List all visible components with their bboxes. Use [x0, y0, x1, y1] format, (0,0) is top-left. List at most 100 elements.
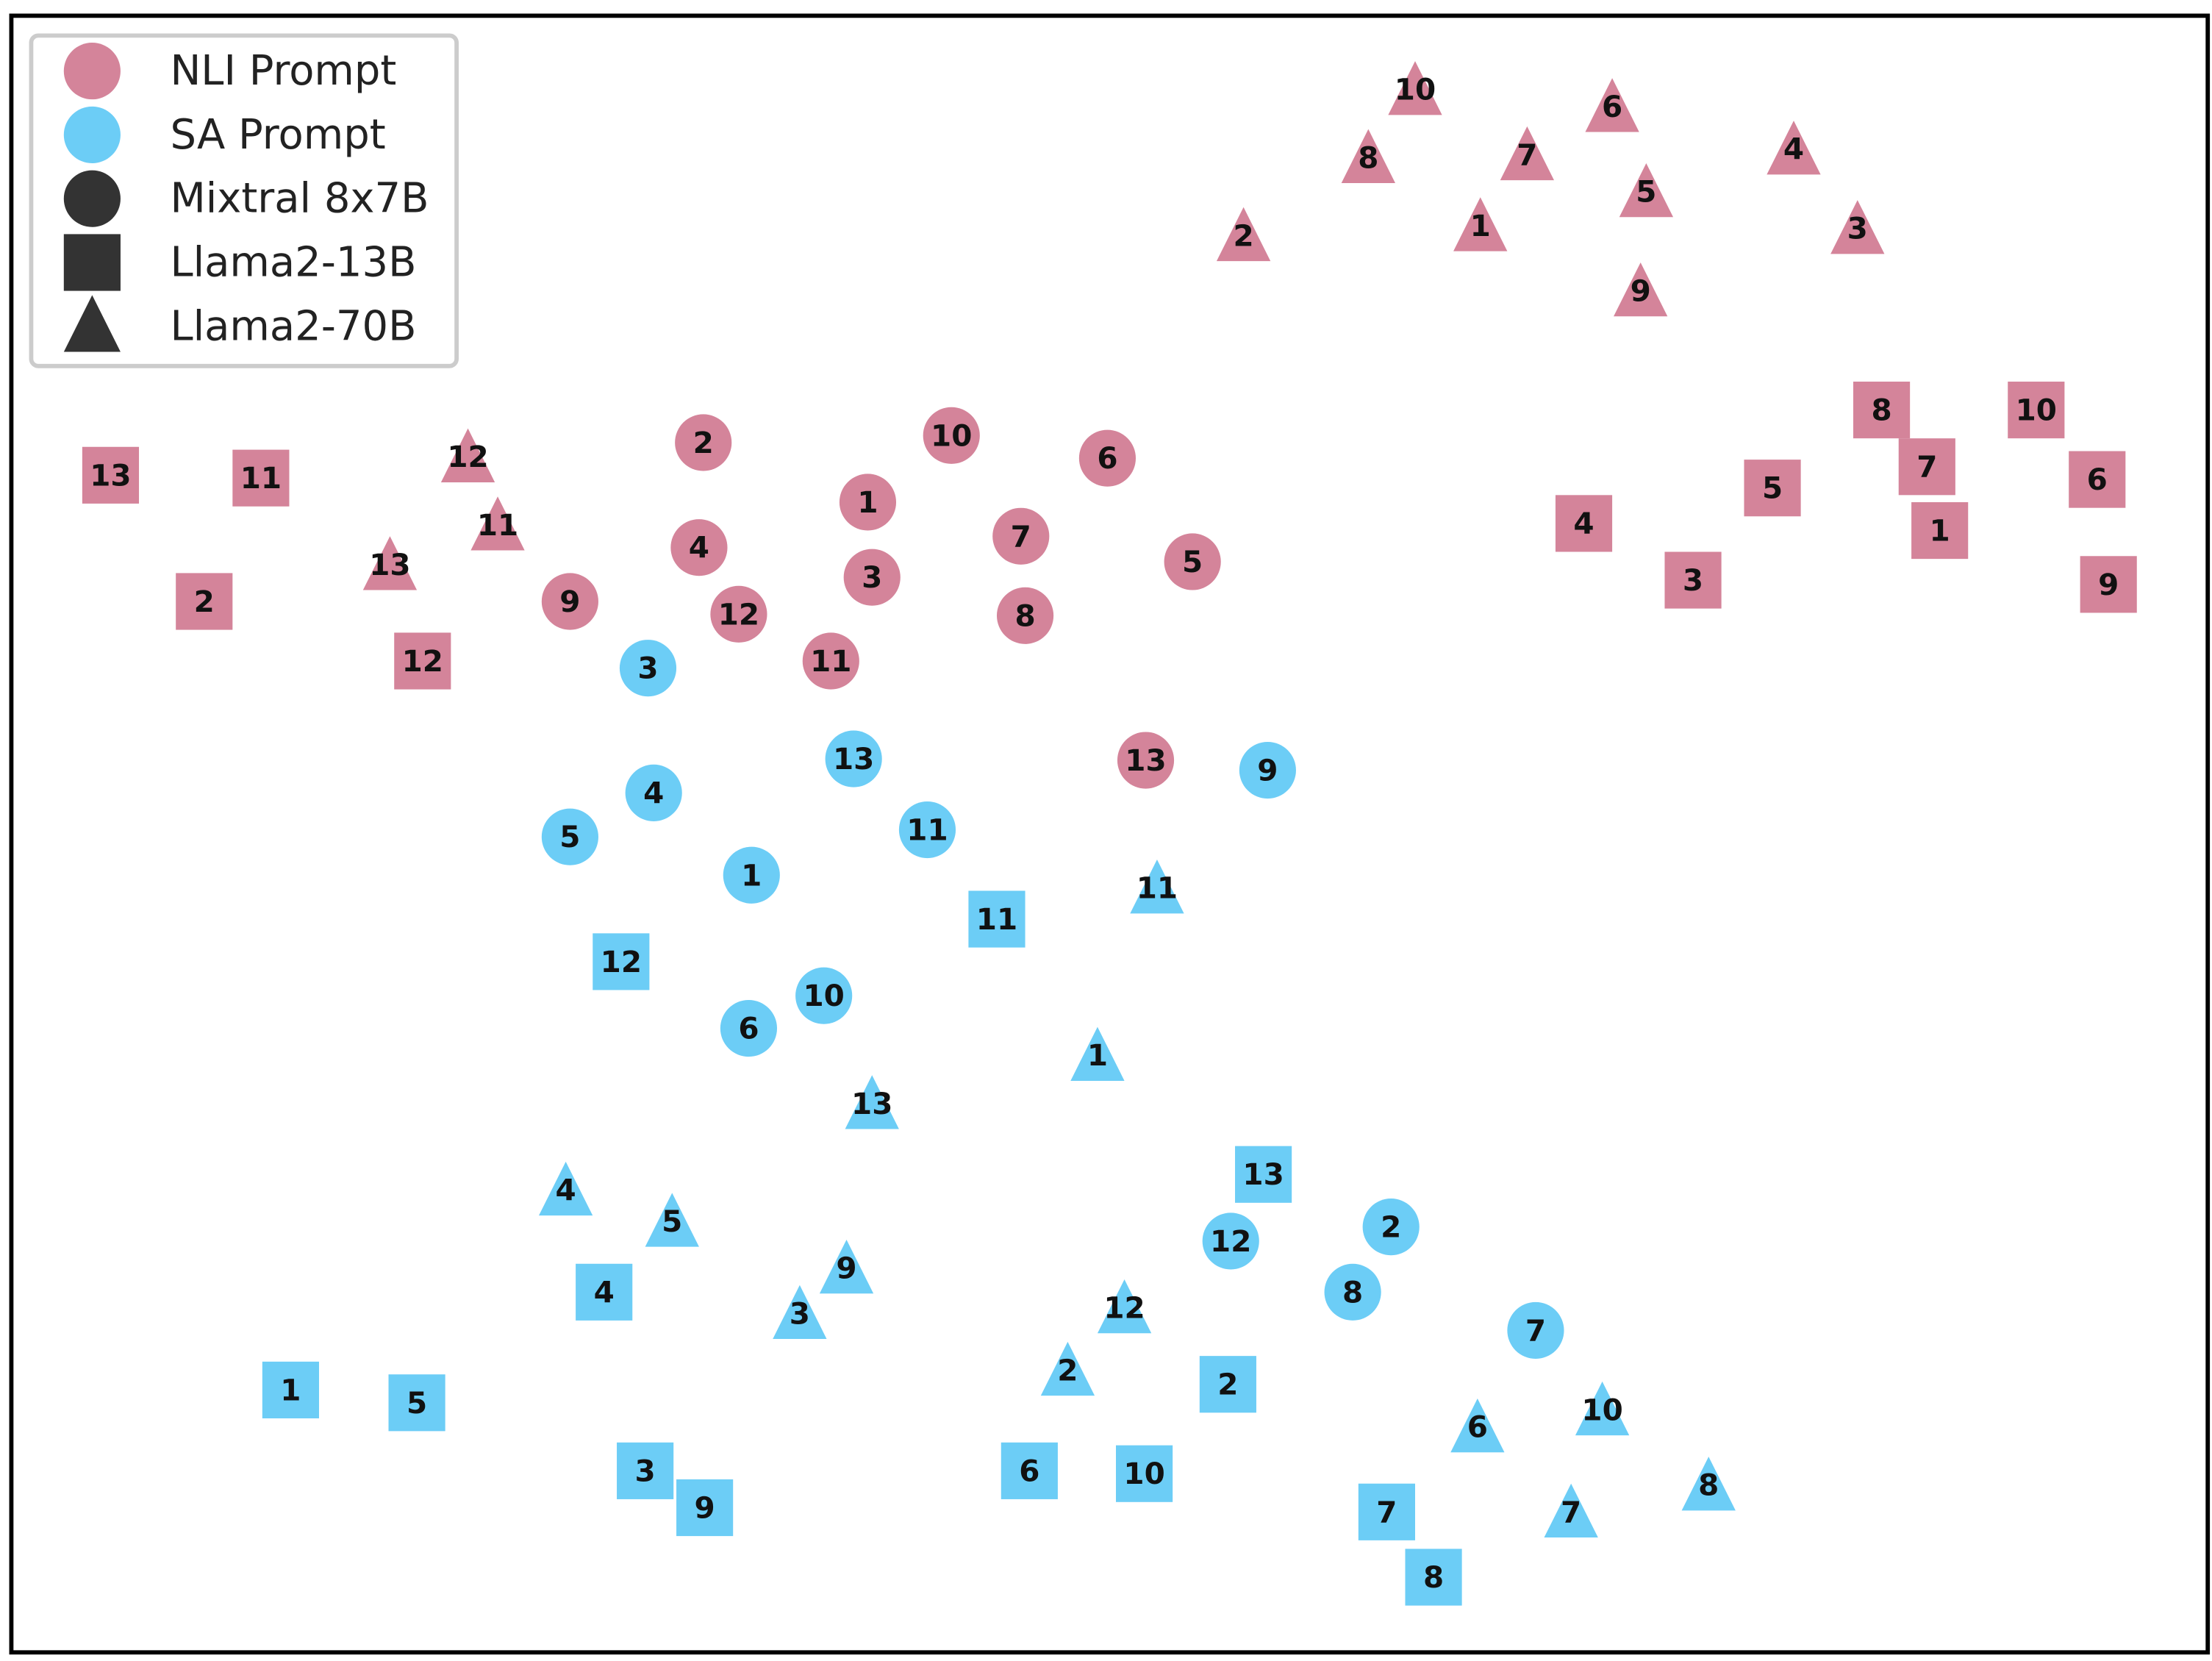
point-circle-nli-prompt-mixtral-8x7b	[843, 549, 901, 606]
point-label: 7	[1916, 449, 1937, 485]
point-triangle-sa-prompt-llama2-70b	[538, 1161, 593, 1216]
point-square-nli-prompt-llama2-13b	[394, 632, 451, 690]
point-square-sa-prompt-llama2-13b	[576, 1263, 633, 1321]
point-label: 4	[1783, 132, 1804, 167]
point-label: 6	[1602, 89, 1622, 124]
point-label: 4	[689, 530, 709, 565]
point-label: 8	[1698, 1468, 1719, 1503]
point-label: 8	[1871, 393, 1891, 428]
legend-marker-triangle-icon	[63, 295, 121, 352]
point-circle-sa-prompt-mixtral-8x7b	[619, 640, 677, 697]
point-label: 1	[280, 1372, 301, 1407]
point-label: 9	[1631, 274, 1651, 309]
legend-marker-square-icon	[63, 234, 121, 291]
point-circle-nli-prompt-mixtral-8x7b	[992, 507, 1050, 565]
point-label: 2	[194, 584, 215, 619]
point-label: 2	[1234, 218, 1254, 253]
point-triangle-sa-prompt-llama2-70b	[1681, 1457, 1736, 1511]
point-label: 1	[1470, 208, 1491, 243]
point-label: 12	[402, 643, 443, 679]
point-square-sa-prompt-llama2-13b	[1235, 1146, 1292, 1203]
legend-label: NLI Prompt	[170, 47, 396, 95]
point-circle-nli-prompt-mixtral-8x7b	[710, 585, 767, 643]
point-label: 10	[1395, 72, 1436, 107]
point-label: 11	[810, 643, 851, 679]
point-square-nli-prompt-llama2-13b	[2080, 556, 2137, 613]
point-label: 5	[1182, 544, 1203, 579]
point-label: 11	[1137, 871, 1178, 906]
point-label: 4	[556, 1172, 576, 1207]
point-triangle-sa-prompt-llama2-70b	[845, 1075, 899, 1129]
legend-label: Llama2-13B	[170, 238, 416, 286]
point-label: 2	[1057, 1352, 1078, 1387]
point-label: 1	[1930, 513, 1950, 549]
point-label: 3	[1847, 211, 1868, 246]
point-label: 9	[2098, 567, 2119, 602]
point-triangle-nli-prompt-llama2-70b	[470, 496, 525, 551]
legend-box	[29, 33, 459, 368]
point-label: 8	[1342, 1274, 1363, 1310]
point-label: 13	[833, 741, 874, 776]
point-label: 6	[2087, 462, 2108, 497]
point-label: 10	[1123, 1456, 1164, 1491]
point-square-nli-prompt-llama2-13b	[2069, 451, 2126, 508]
point-label: 12	[447, 439, 488, 474]
point-circle-nli-prompt-mixtral-8x7b	[675, 414, 732, 471]
point-square-nli-prompt-llama2-13b	[1898, 438, 1955, 496]
point-label: 10	[2016, 393, 2057, 428]
point-label: 12	[718, 596, 759, 632]
point-label: 13	[1242, 1157, 1284, 1192]
point-circle-sa-prompt-mixtral-8x7b	[1239, 741, 1296, 799]
point-triangle-sa-prompt-llama2-70b	[819, 1239, 874, 1294]
point-triangle-sa-prompt-llama2-70b	[1450, 1399, 1505, 1453]
point-triangle-nli-prompt-llama2-70b	[1500, 126, 1555, 181]
point-circle-nli-prompt-mixtral-8x7b	[670, 519, 728, 576]
point-label: 8	[1358, 140, 1378, 175]
point-circle-nli-prompt-mixtral-8x7b	[1164, 533, 1221, 590]
point-circle-sa-prompt-mixtral-8x7b	[795, 967, 853, 1024]
point-label: 7	[1376, 1494, 1397, 1529]
point-label: 1	[741, 857, 762, 893]
point-label: 8	[1423, 1560, 1444, 1595]
point-triangle-nli-prompt-llama2-70b	[362, 536, 418, 590]
point-label: 3	[862, 560, 882, 595]
point-label: 5	[1762, 471, 1783, 506]
point-label: 9	[1257, 753, 1278, 788]
point-label: 10	[803, 978, 844, 1013]
point-label: 1	[857, 485, 878, 520]
point-triangle-sa-prompt-llama2-70b	[1544, 1483, 1598, 1538]
point-triangle-sa-prompt-llama2-70b	[1130, 860, 1184, 914]
point-label: 7	[1011, 518, 1031, 554]
point-square-sa-prompt-llama2-13b	[388, 1374, 445, 1432]
point-square-sa-prompt-llama2-13b	[1001, 1442, 1058, 1499]
point-square-nli-prompt-llama2-13b	[1555, 495, 1613, 552]
point-label: 13	[851, 1086, 892, 1121]
point-circle-sa-prompt-mixtral-8x7b	[898, 801, 956, 859]
point-square-nli-prompt-llama2-13b	[232, 449, 290, 507]
point-square-sa-prompt-llama2-13b	[593, 933, 650, 990]
point-triangle-sa-prompt-llama2-70b	[773, 1285, 827, 1339]
legend: NLI Prompt SA Prompt Mixtral 8x7B Llama2-13…	[29, 33, 459, 368]
point-circle-sa-prompt-mixtral-8x7b	[720, 999, 778, 1057]
point-triangle-nli-prompt-llama2-70b	[1830, 200, 1885, 254]
point-label: 11	[477, 507, 518, 543]
point-triangle-sa-prompt-llama2-70b	[1070, 1026, 1125, 1081]
point-triangle-nli-prompt-llama2-70b	[1619, 162, 1674, 218]
point-label: 3	[790, 1296, 810, 1331]
point-square-nli-prompt-llama2-13b	[1911, 501, 1969, 560]
point-circle-sa-prompt-mixtral-8x7b	[541, 808, 598, 865]
point-label: 5	[559, 819, 580, 854]
point-label: 9	[695, 1490, 715, 1526]
point-circle-nli-prompt-mixtral-8x7b	[541, 573, 598, 630]
point-circle-nli-prompt-mixtral-8x7b	[996, 587, 1054, 644]
point-triangle-sa-prompt-llama2-70b	[645, 1193, 699, 1247]
point-label: 7	[1517, 137, 1537, 172]
point-triangle-nli-prompt-llama2-70b	[1453, 197, 1508, 251]
point-triangle-nli-prompt-llama2-70b	[440, 428, 495, 482]
